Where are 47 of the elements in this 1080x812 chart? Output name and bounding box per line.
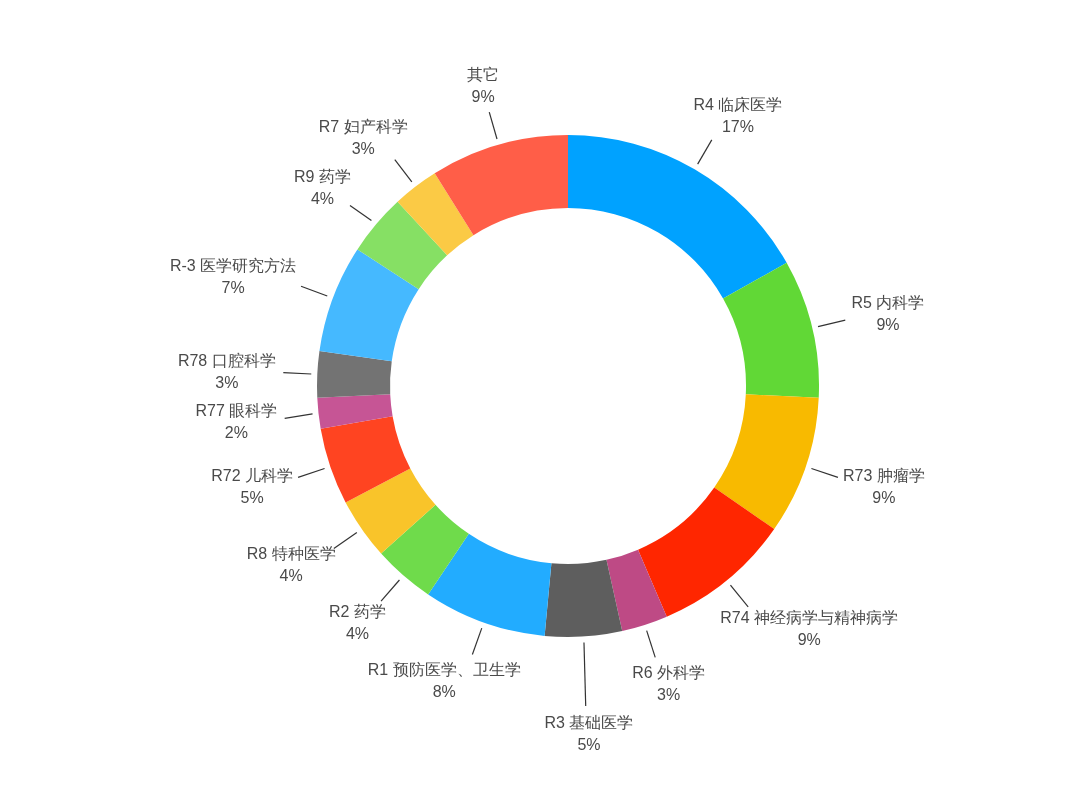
data-label: 8% [432,683,456,701]
donut-slice [714,394,819,530]
slice-label: R6 外科学 [632,664,706,682]
data-label: 5% [577,736,601,754]
data-label: 4% [345,624,370,642]
data-label: 9% [797,631,821,649]
data-label: 3% [657,686,681,704]
data-label: 9% [471,87,495,105]
donut-slice [345,468,436,554]
slice-label: R3 基础医学 [544,714,634,732]
donut-slice [317,350,392,398]
data-label: 9% [872,488,896,506]
donut-slice [381,504,469,595]
data-label: 3% [351,139,375,157]
slice-label: R72 儿科学 [211,466,293,484]
donut-slice [357,201,448,290]
data-label: 17% [721,118,754,136]
donut-slice [320,416,411,503]
slice-label: R73 肿瘤学 [843,466,925,484]
slice-label: R74 神经病学与精神病学 [720,609,899,627]
data-label: 4% [310,189,335,207]
slice-label: R1 预防医学、卫生学 [367,661,521,679]
donut-slice [397,173,474,256]
slice-label: R77 眼科学 [195,401,278,419]
data-label: 7% [221,278,245,296]
slice-label: R9 药学 [294,167,351,185]
data-label: 3% [215,373,239,391]
donut-slice [434,135,568,236]
donut-slice [568,135,787,299]
donut-slice [606,549,667,632]
slice-label: R-3 医学研究方法 [169,256,297,274]
slice-label: R8 特种医学 [246,544,336,562]
slice-label: R5 内科学 [851,294,925,312]
data-label: 4% [279,566,303,584]
data-label: 9% [876,316,900,334]
slice-label: R4 临床医学 [693,96,783,114]
donut-slice [428,533,552,636]
donut-slice [317,394,393,429]
donut-slice [319,249,419,362]
slice-label: R78 口腔科学 [177,351,276,369]
data-label: 5% [240,488,264,506]
donut-slice [544,559,623,637]
donut-slice [723,262,819,398]
slice-label: R7 妇产科学 [318,117,408,135]
slice-label: 其它 [467,65,500,83]
data-label: 2% [224,423,248,441]
slice-label: R2 药学 [329,602,386,620]
